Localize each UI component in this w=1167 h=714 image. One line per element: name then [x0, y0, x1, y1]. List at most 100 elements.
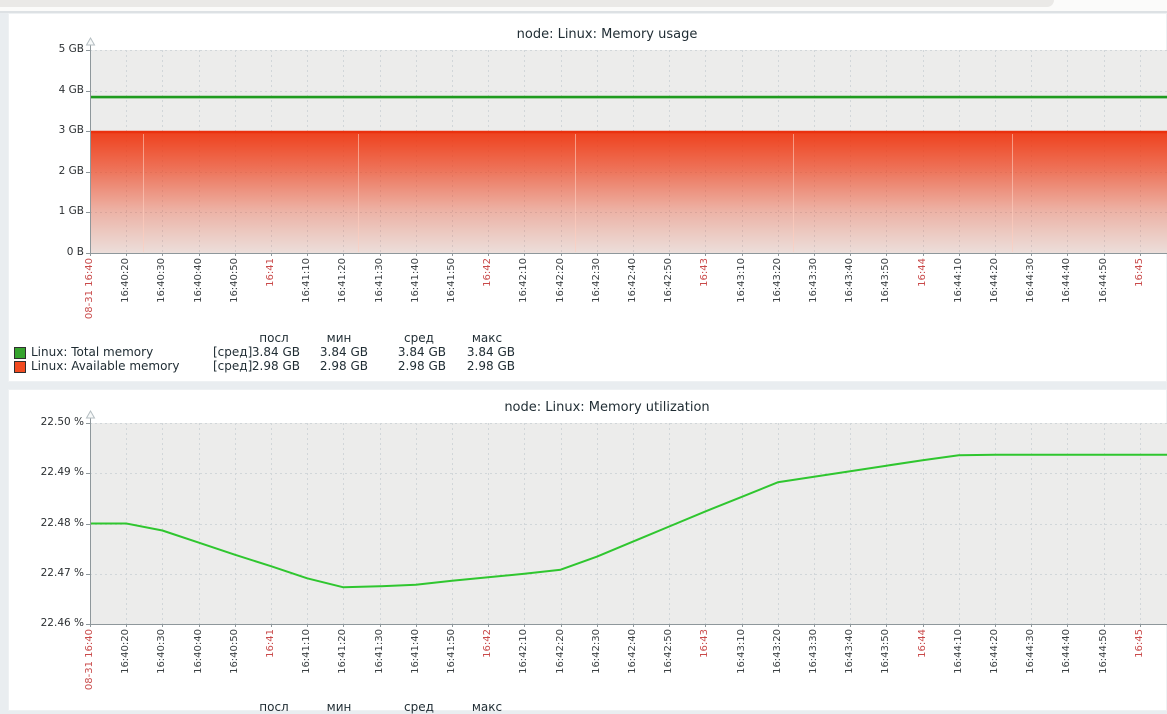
y-tick-label: 1 GB — [58, 205, 84, 217]
legend-value: 2.98 GB — [251, 359, 300, 373]
legend-aggregation: [сред] — [213, 359, 253, 373]
x-tick-label: 16:42:50 — [663, 258, 674, 303]
legend-value: 2.98 GB — [397, 359, 446, 373]
x-tick-label: 16:43:30 — [808, 258, 819, 303]
x-tick-label: 16:45 — [1134, 629, 1145, 658]
x-tick-label: 16:41:30 — [374, 258, 385, 303]
x-tick-label: 16:42:30 — [591, 629, 602, 674]
graph-title-memory-utilization: node: Linux: Memory utilization — [504, 400, 710, 415]
utilization-line — [90, 453, 1167, 589]
x-tick-label: 16:45 — [1134, 258, 1145, 287]
x-tick-label: 16:43:30 — [808, 629, 819, 674]
x-tick-label: 16:42:20 — [555, 629, 566, 674]
x-tick-label: 16:41:50 — [446, 258, 457, 303]
y-tick-label: 22.50 % — [40, 416, 84, 428]
legend-header: сред — [404, 331, 434, 345]
x-tick-label: 16:43:40 — [844, 258, 855, 303]
x-tick-label: 16:41:40 — [410, 258, 421, 303]
plot-area-1[interactable] — [90, 423, 1167, 624]
y-tick-label: 22.46 % — [40, 617, 84, 629]
legend-swatch — [14, 361, 26, 373]
page-divider — [0, 11, 1167, 13]
x-tick-label: 16:41 — [265, 629, 276, 658]
legend-header: сред — [404, 700, 434, 714]
legend-header: макс — [471, 331, 503, 345]
legend-header: мин — [326, 331, 352, 345]
graph-title-memory-usage: node: Linux: Memory usage — [516, 27, 698, 42]
x-tick-label: 16:40:50 — [229, 629, 240, 674]
x-tick-label: 16:42 — [482, 629, 493, 658]
x-tick-label: 16:41:50 — [446, 629, 457, 674]
x-tick-label: 16:43:20 — [772, 258, 783, 303]
y-axis-arrow-icon — [85, 409, 96, 419]
x-tick-label: 16:44:10 — [953, 629, 964, 674]
y-tick-label: 4 GB — [58, 84, 84, 96]
y-tick-label: 3 GB — [58, 124, 84, 136]
y-tick-label: 22.49 % — [40, 466, 84, 478]
legend-value: 2.98 GB — [319, 359, 368, 373]
x-tick-label: 16:41:40 — [410, 629, 421, 674]
y-axis-arrow-icon — [85, 36, 96, 46]
x-tick-label: 16:44:10 — [953, 258, 964, 303]
x-tick-label: 16:42:40 — [627, 629, 638, 674]
legend-value: 3.84 GB — [319, 345, 368, 359]
x-tick-label: 16:44:20 — [989, 258, 1000, 303]
x-tick-label: 16:40:30 — [156, 629, 167, 674]
x-tick-label: 16:40:40 — [193, 629, 204, 674]
x-tick-label: 16:43:10 — [736, 258, 747, 303]
x-tick-label: 16:44:20 — [989, 629, 1000, 674]
x-tick-label: 16:43:50 — [880, 629, 891, 674]
y-tick-label: 2 GB — [58, 165, 84, 177]
legend-swatch — [14, 347, 26, 359]
x-tick-label: 16:41:30 — [374, 629, 385, 674]
y-tick-label: 0 B — [66, 246, 84, 258]
legend-header: посл — [259, 700, 289, 714]
x-tick-label: 16:40:40 — [193, 258, 204, 303]
x-tick-label: 16:43:20 — [772, 629, 783, 674]
legend-value: 2.98 GB — [466, 359, 515, 373]
x-tick-label: 16:42 — [482, 258, 493, 287]
x-tick-label: 16:42:10 — [518, 629, 529, 674]
x-tick-label: 16:44:50 — [1098, 629, 1109, 674]
y-tick-label: 22.47 % — [40, 567, 84, 579]
x-tick-label: 16:41:10 — [301, 258, 312, 303]
legend-header: макс — [471, 700, 503, 714]
x-tick-label: 16:41 — [265, 258, 276, 287]
x-tick-label: 16:44 — [917, 258, 928, 287]
legend-series-name: Linux: Total memory — [31, 345, 154, 359]
x-tick-label: 16:41:10 — [301, 629, 312, 674]
x-tick-label: 16:44 — [917, 629, 928, 658]
y-tick-label: 22.48 % — [40, 517, 84, 529]
browser-chrome — [0, 0, 1167, 11]
x-tick-label: 16:41:20 — [337, 258, 348, 303]
x-tick-label: 16:41:20 — [337, 629, 348, 674]
x-tick-label: 16:44:50 — [1098, 258, 1109, 303]
x-tick-label: 16:42:10 — [518, 258, 529, 303]
x-tick-label: 16:43:10 — [736, 629, 747, 674]
x-tick-label: 16:42:50 — [663, 629, 674, 674]
x-tick-label: 16:42:20 — [555, 258, 566, 303]
x-tick-label: 16:44:30 — [1025, 258, 1036, 303]
x-tick-label: 16:44:40 — [1061, 258, 1072, 303]
y-tick-label: 5 GB — [58, 43, 84, 55]
legend-value: 3.84 GB — [466, 345, 515, 359]
x-tick-label: 16:43 — [699, 258, 710, 287]
x-tick-label: 16:42:30 — [591, 258, 602, 303]
x-tick-label: 16:42:40 — [627, 258, 638, 303]
x-tick-label: 16:44:30 — [1025, 629, 1036, 674]
x-tick-label: 08-31 16:40 — [84, 258, 95, 320]
legend-header: мин — [326, 700, 352, 714]
x-tick-label: 16:40:50 — [229, 258, 240, 303]
legend-header: посл — [259, 331, 289, 345]
x-tick-label: 16:40:20 — [120, 258, 131, 303]
legend-value: 3.84 GB — [251, 345, 300, 359]
x-tick-label: 16:40:30 — [156, 258, 167, 303]
x-tick-label: 16:43:40 — [844, 629, 855, 674]
x-tick-label: 08-31 16:40 — [84, 629, 95, 691]
top-chrome-strip — [0, 0, 1054, 7]
legend-value: 3.84 GB — [397, 345, 446, 359]
x-tick-label: 16:43:50 — [880, 258, 891, 303]
legend-series-name: Linux: Available memory — [31, 359, 180, 373]
x-tick-label: 16:44:40 — [1061, 629, 1072, 674]
